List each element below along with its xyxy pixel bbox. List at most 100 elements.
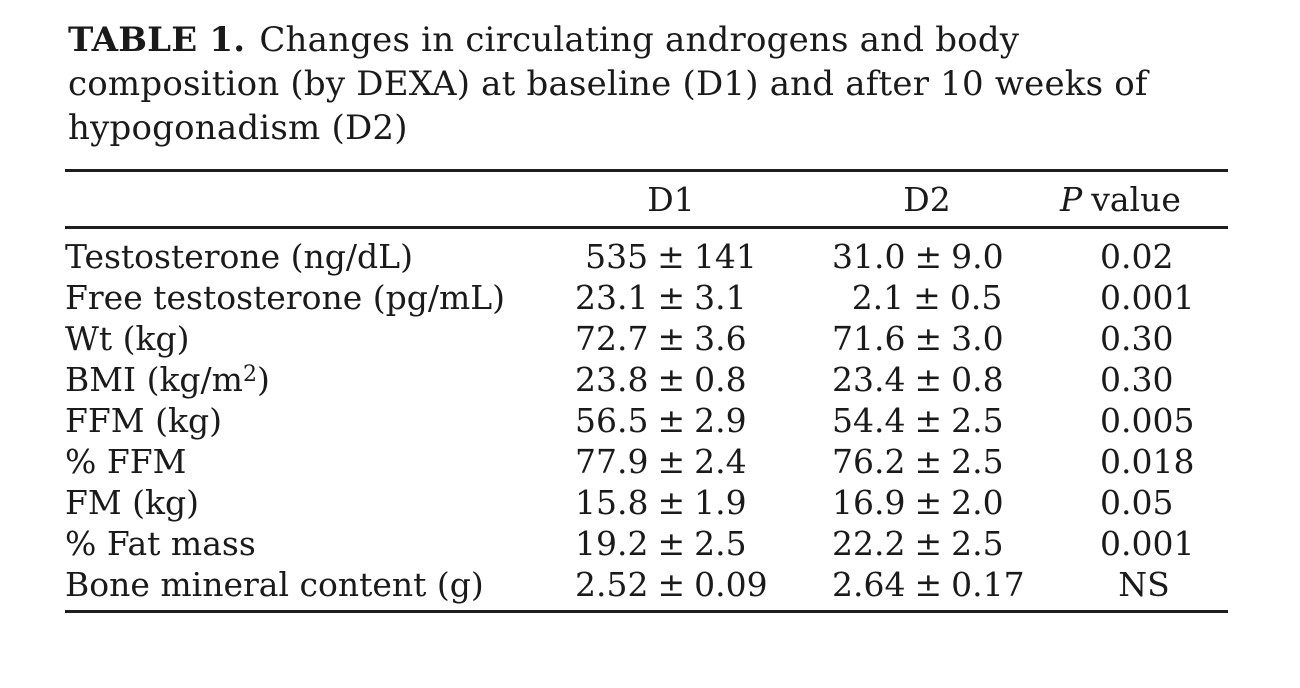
d2-sd: 0.17 bbox=[951, 565, 1025, 604]
row-label: FFM (kg) bbox=[65, 401, 222, 440]
plus-minus-icon: ± bbox=[914, 319, 943, 358]
d2-value: 54.4 ± 2.5 bbox=[767, 400, 1022, 441]
paper-table-figure: TABLE 1. Changes in circulating androgens… bbox=[65, 18, 1228, 613]
p-value: 0.30 bbox=[1100, 360, 1174, 399]
d2-sd: 3.0 bbox=[951, 319, 1004, 358]
d2-sd: 0.5 bbox=[949, 278, 1003, 317]
table-caption: TABLE 1. Changes in circulating androgens… bbox=[65, 18, 1228, 150]
header-d1: D1 bbox=[647, 180, 695, 219]
plus-minus-icon: ± bbox=[914, 565, 943, 604]
plus-minus-icon: ± bbox=[657, 319, 686, 358]
header-d2: D2 bbox=[903, 180, 951, 219]
table-row-fm: FM (kg) 15.8 ± 1.9 16.9 ± 2.0 0.05 bbox=[65, 482, 1228, 523]
d1-sd: 3.6 bbox=[694, 319, 747, 358]
d2-mean: 76.2 bbox=[832, 442, 906, 481]
p-symbol: P bbox=[1060, 180, 1083, 219]
caption-line-1: TABLE 1. Changes in circulating androgens… bbox=[68, 18, 1228, 62]
d2-mean: 31.0 bbox=[832, 237, 906, 276]
d2-value: 31.0 ± 9.0 bbox=[767, 236, 1022, 277]
d2-mean: 54.4 bbox=[832, 401, 906, 440]
p-value: 0.001 bbox=[1100, 524, 1195, 563]
plus-minus-icon: ± bbox=[914, 483, 943, 522]
d1-mean: 19.2 bbox=[575, 524, 649, 563]
p-value: 0.018 bbox=[1100, 442, 1195, 481]
d1-mean: 2.52 bbox=[575, 565, 649, 604]
bmi-superscript: 2 bbox=[242, 362, 257, 387]
d2-sd: 2.5 bbox=[951, 524, 1004, 563]
p-value: 0.001 bbox=[1100, 278, 1195, 317]
plus-minus-icon: ± bbox=[657, 237, 685, 276]
d1-value: 15.8 ± 1.9 bbox=[575, 482, 767, 523]
d1-value: 19.2 ± 2.5 bbox=[575, 523, 767, 564]
table-number: TABLE 1. bbox=[68, 20, 246, 60]
d2-sd: 0.8 bbox=[951, 360, 1004, 399]
p-value: NS bbox=[1118, 565, 1170, 604]
d1-value: 23.1 ± 3.1 bbox=[575, 277, 767, 318]
row-label: Bone mineral content (g) bbox=[65, 565, 484, 604]
d1-sd: 1.9 bbox=[694, 483, 747, 522]
bmi-label-post: ) bbox=[256, 360, 270, 399]
d1-value: 535 ± 141 bbox=[575, 236, 767, 277]
d1-sd: 2.4 bbox=[694, 442, 747, 481]
d1-mean: 23.1 bbox=[575, 278, 649, 317]
plus-minus-icon: ± bbox=[914, 524, 943, 563]
row-label: FM (kg) bbox=[65, 483, 200, 522]
p-value: 0.05 bbox=[1100, 483, 1174, 522]
d1-value: 56.5 ± 2.9 bbox=[575, 400, 767, 441]
table-row-bone-mineral-content: Bone mineral content (g) 2.52 ± 0.09 2.6… bbox=[65, 564, 1228, 605]
plus-minus-icon: ± bbox=[657, 401, 686, 440]
table-row-pct-fat-mass: % Fat mass 19.2 ± 2.5 22.2 ± 2.5 0.001 bbox=[65, 523, 1228, 564]
d2-value: 76.2 ± 2.5 bbox=[767, 441, 1022, 482]
d2-sd: 2.0 bbox=[951, 483, 1004, 522]
d2-mean: 16.9 bbox=[832, 483, 906, 522]
d2-value: 23.4 ± 0.8 bbox=[767, 359, 1022, 400]
table-row-pct-ffm: % FFM 77.9 ± 2.4 76.2 ± 2.5 0.018 bbox=[65, 441, 1228, 482]
d1-mean: 72.7 bbox=[575, 319, 649, 358]
bmi-label-pre: BMI (kg/m bbox=[65, 360, 243, 399]
table-row-free-testosterone: Free testosterone (pg/mL) 23.1 ± 3.1 2.1… bbox=[65, 277, 1228, 318]
table-row-testosterone: Testosterone (ng/dL) 535 ± 141 31.0 ± 9.… bbox=[65, 236, 1228, 277]
plus-minus-icon: ± bbox=[914, 401, 943, 440]
p-value: 0.005 bbox=[1100, 401, 1195, 440]
d2-value: 16.9 ± 2.0 bbox=[767, 482, 1022, 523]
d1-sd: 3.1 bbox=[694, 278, 747, 317]
plus-minus-icon: ± bbox=[914, 442, 943, 481]
d2-mean: 2.64 bbox=[832, 565, 906, 604]
plus-minus-icon: ± bbox=[914, 237, 943, 276]
d2-mean: 22.2 bbox=[832, 524, 906, 563]
table-body: Testosterone (ng/dL) 535 ± 141 31.0 ± 9.… bbox=[65, 229, 1228, 610]
d1-mean: 77.9 bbox=[575, 442, 649, 481]
d1-mean: 56.5 bbox=[575, 401, 649, 440]
d1-value: 23.8 ± 0.8 bbox=[575, 359, 767, 400]
plus-minus-icon: ± bbox=[657, 442, 686, 481]
row-label: Wt (kg) bbox=[65, 319, 190, 358]
d1-mean: 535 bbox=[585, 237, 649, 276]
d1-value: 77.9 ± 2.4 bbox=[575, 441, 767, 482]
d2-sd: 2.5 bbox=[951, 442, 1004, 481]
d2-mean: 2.1 bbox=[851, 278, 905, 317]
plus-minus-icon: ± bbox=[657, 360, 686, 399]
plus-minus-icon: ± bbox=[657, 524, 686, 563]
table-row-weight: Wt (kg) 72.7 ± 3.6 71.6 ± 3.0 0.30 bbox=[65, 318, 1228, 359]
d2-mean: 71.6 bbox=[832, 319, 906, 358]
d1-sd: 2.5 bbox=[694, 524, 747, 563]
d1-value: 2.52 ± 0.09 bbox=[575, 564, 768, 605]
d1-sd: 0.09 bbox=[694, 565, 768, 604]
caption-line-2: composition (by DEXA) at baseline (D1) a… bbox=[68, 64, 1148, 104]
p-value-word: value bbox=[1091, 180, 1181, 219]
row-label: Free testosterone (pg/mL) bbox=[65, 278, 506, 317]
table-row-ffm: FFM (kg) 56.5 ± 2.9 54.4 ± 2.5 0.005 bbox=[65, 400, 1228, 441]
d2-value: 71.6 ± 3.0 bbox=[767, 318, 1022, 359]
caption-line-3: hypogonadism (D2) bbox=[68, 108, 408, 148]
plus-minus-icon: ± bbox=[657, 565, 686, 604]
p-value: 0.02 bbox=[1100, 237, 1174, 276]
d1-value: 72.7 ± 3.6 bbox=[575, 318, 767, 359]
row-label: BMI (kg/m2) bbox=[65, 359, 575, 400]
p-value: 0.30 bbox=[1100, 319, 1174, 358]
d1-mean: 23.8 bbox=[575, 360, 649, 399]
d1-sd: 0.8 bbox=[694, 360, 747, 399]
caption-text-1: Changes in circulating androgens and bod… bbox=[259, 20, 1020, 60]
d2-mean: 23.4 bbox=[832, 360, 906, 399]
